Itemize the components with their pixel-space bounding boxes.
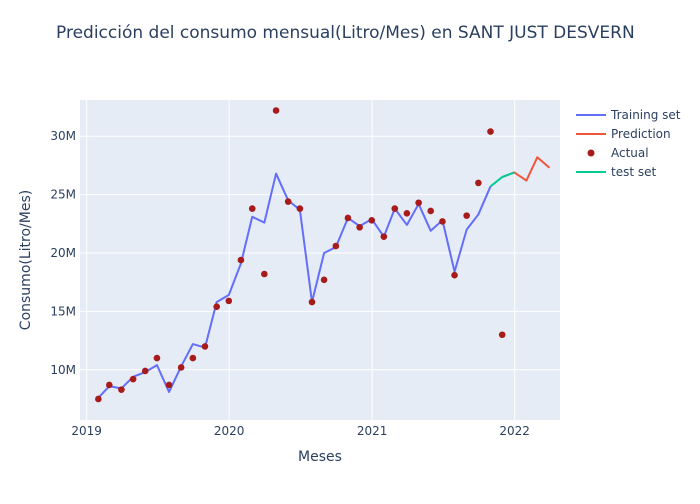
- legend-label-prediction: Prediction: [611, 127, 671, 141]
- data-point-actual[interactable]: [177, 364, 185, 371]
- data-point-actual[interactable]: [368, 216, 376, 224]
- data-point-actual[interactable]: [332, 242, 340, 250]
- plot-area[interactable]: [80, 100, 560, 420]
- series-line-test-set: [489, 171, 515, 188]
- y-axis-title: Consumo(Litro/Mes): [18, 190, 34, 330]
- y-tick-label: 30M: [50, 129, 76, 143]
- data-point-actual[interactable]: [451, 271, 458, 279]
- series-layer: [95, 107, 551, 403]
- legend-label-actual: Actual: [611, 146, 649, 160]
- legend-item-prediction[interactable]: Prediction: [576, 127, 671, 141]
- data-point-actual[interactable]: [391, 205, 399, 212]
- y-tick-label: 25M: [50, 188, 76, 202]
- data-point-actual[interactable]: [356, 224, 363, 231]
- data-point-actual[interactable]: [415, 199, 422, 207]
- data-point-actual[interactable]: [427, 207, 435, 215]
- data-point-actual[interactable]: [487, 128, 494, 135]
- data-point-actual[interactable]: [225, 297, 233, 305]
- data-point-actual[interactable]: [380, 233, 388, 240]
- data-point-actual[interactable]: [308, 298, 316, 306]
- series-line-training-set: [97, 172, 492, 399]
- data-point-actual[interactable]: [213, 303, 220, 311]
- y-tick-label: 10M: [50, 363, 76, 377]
- data-point-actual[interactable]: [261, 270, 268, 278]
- y-tick-label: 15M: [50, 304, 76, 318]
- y-tick-label: 20M: [50, 246, 76, 260]
- legend-label-test-set: test set: [611, 165, 656, 179]
- x-axis-title: Meses: [298, 449, 342, 465]
- data-point-actual[interactable]: [498, 331, 506, 339]
- legend-item-actual[interactable]: Actual: [587, 146, 649, 160]
- x-tick-label: 2020: [214, 424, 245, 438]
- data-point-actual[interactable]: [165, 381, 173, 389]
- x-tick-label: 2022: [499, 424, 530, 438]
- data-point-actual[interactable]: [344, 214, 352, 222]
- data-point-actual[interactable]: [129, 375, 137, 383]
- x-tick-label: 2021: [357, 424, 388, 438]
- chart-title: Predicción del consumo mensual(Litro/Mes…: [56, 23, 635, 43]
- data-point-actual[interactable]: [118, 386, 125, 393]
- data-point-actual[interactable]: [189, 354, 197, 362]
- legend-label-training-set: Training set: [610, 108, 681, 122]
- data-point-actual[interactable]: [475, 179, 482, 187]
- data-point-actual[interactable]: [105, 381, 113, 389]
- legend-item-test-set[interactable]: test set: [576, 165, 656, 179]
- data-point-actual[interactable]: [463, 212, 470, 219]
- data-point-actual[interactable]: [141, 367, 149, 375]
- axes: 10M 15M 20M 25M 30M 2019 2020 2021 2022: [50, 129, 530, 438]
- data-point-actual[interactable]: [296, 205, 304, 212]
- data-point-actual[interactable]: [403, 209, 411, 217]
- legend-swatch-actual: [587, 149, 595, 157]
- data-point-actual[interactable]: [248, 205, 256, 212]
- legend-item-training-set[interactable]: Training set: [576, 108, 681, 122]
- legend[interactable]: Training set Prediction Actual test set: [576, 108, 681, 179]
- data-point-actual[interactable]: [439, 218, 446, 225]
- data-point-actual[interactable]: [201, 343, 209, 350]
- data-point-actual[interactable]: [95, 395, 102, 403]
- data-point-actual[interactable]: [284, 198, 292, 205]
- data-point-actual[interactable]: [320, 276, 328, 284]
- data-point-actual[interactable]: [272, 107, 280, 114]
- data-point-actual[interactable]: [153, 354, 161, 362]
- x-tick-label: 2019: [71, 424, 102, 438]
- data-point-actual[interactable]: [237, 256, 245, 264]
